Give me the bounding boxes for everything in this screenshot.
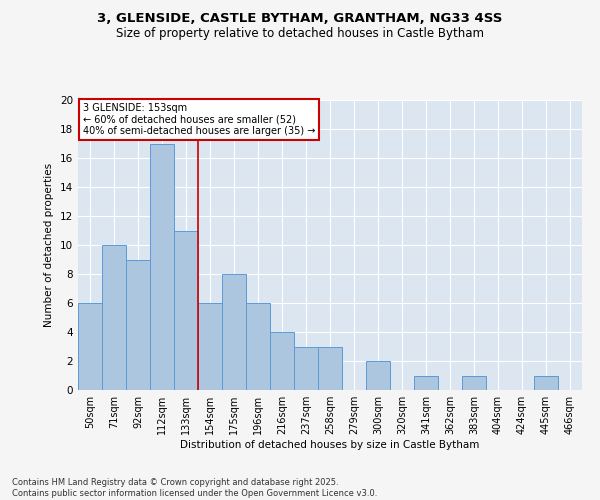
X-axis label: Distribution of detached houses by size in Castle Bytham: Distribution of detached houses by size … [181,440,479,450]
Text: Size of property relative to detached houses in Castle Bytham: Size of property relative to detached ho… [116,28,484,40]
Bar [294,346,318,390]
Bar [534,376,558,390]
Text: Contains HM Land Registry data © Crown copyright and database right 2025.
Contai: Contains HM Land Registry data © Crown c… [12,478,377,498]
Bar [366,361,390,390]
Bar [246,303,270,390]
Bar [174,230,198,390]
Bar [222,274,246,390]
Bar [150,144,174,390]
Text: 3, GLENSIDE, CASTLE BYTHAM, GRANTHAM, NG33 4SS: 3, GLENSIDE, CASTLE BYTHAM, GRANTHAM, NG… [97,12,503,26]
Bar [318,346,342,390]
Bar [462,376,486,390]
Bar [198,303,222,390]
Bar [126,260,150,390]
Bar [78,303,102,390]
Bar [270,332,294,390]
Y-axis label: Number of detached properties: Number of detached properties [44,163,55,327]
Bar [102,245,126,390]
Bar [414,376,438,390]
Text: 3 GLENSIDE: 153sqm
← 60% of detached houses are smaller (52)
40% of semi-detache: 3 GLENSIDE: 153sqm ← 60% of detached hou… [83,103,316,136]
